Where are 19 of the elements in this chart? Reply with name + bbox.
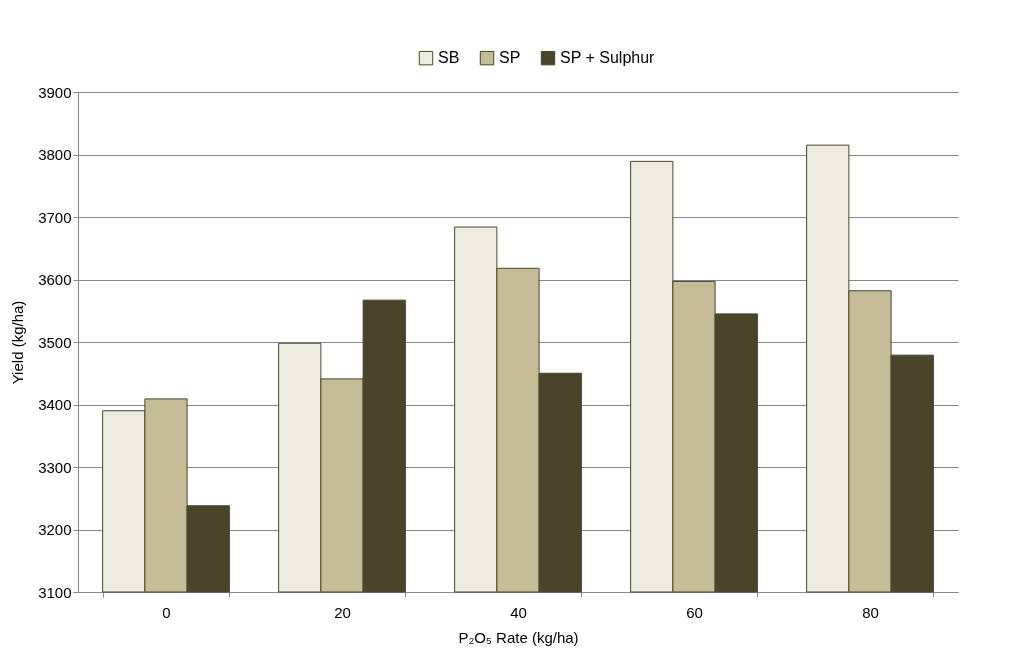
y-tick-label: 3900 — [38, 83, 72, 101]
x-tick-label: 0 — [162, 603, 171, 621]
x-tick-label: 80 — [862, 603, 879, 621]
y-tick-label: 3500 — [38, 333, 72, 351]
x-tick-label: 60 — [686, 603, 703, 621]
y-axis-title: Yield (kg/ha) — [9, 300, 27, 385]
y-tick-label: 3300 — [38, 458, 72, 476]
x-tick-label: 20 — [334, 603, 351, 621]
legend-label: SB — [438, 49, 460, 67]
x-tick-label: 40 — [510, 603, 527, 621]
legend-label: SP + Sulphur — [560, 49, 656, 67]
y-tick-label: 3400 — [38, 396, 72, 413]
y-tick-label: 3200 — [38, 521, 72, 538]
legend-label: SP — [499, 49, 521, 67]
y-tick-label: 3600 — [38, 271, 72, 288]
y-tick-label: 3700 — [38, 208, 72, 226]
y-tick-label: 3800 — [38, 146, 72, 163]
x-axis-title: P₂O₅ Rate (kg/ha) — [458, 628, 579, 646]
y-tick-label: 3100 — [38, 583, 72, 601]
